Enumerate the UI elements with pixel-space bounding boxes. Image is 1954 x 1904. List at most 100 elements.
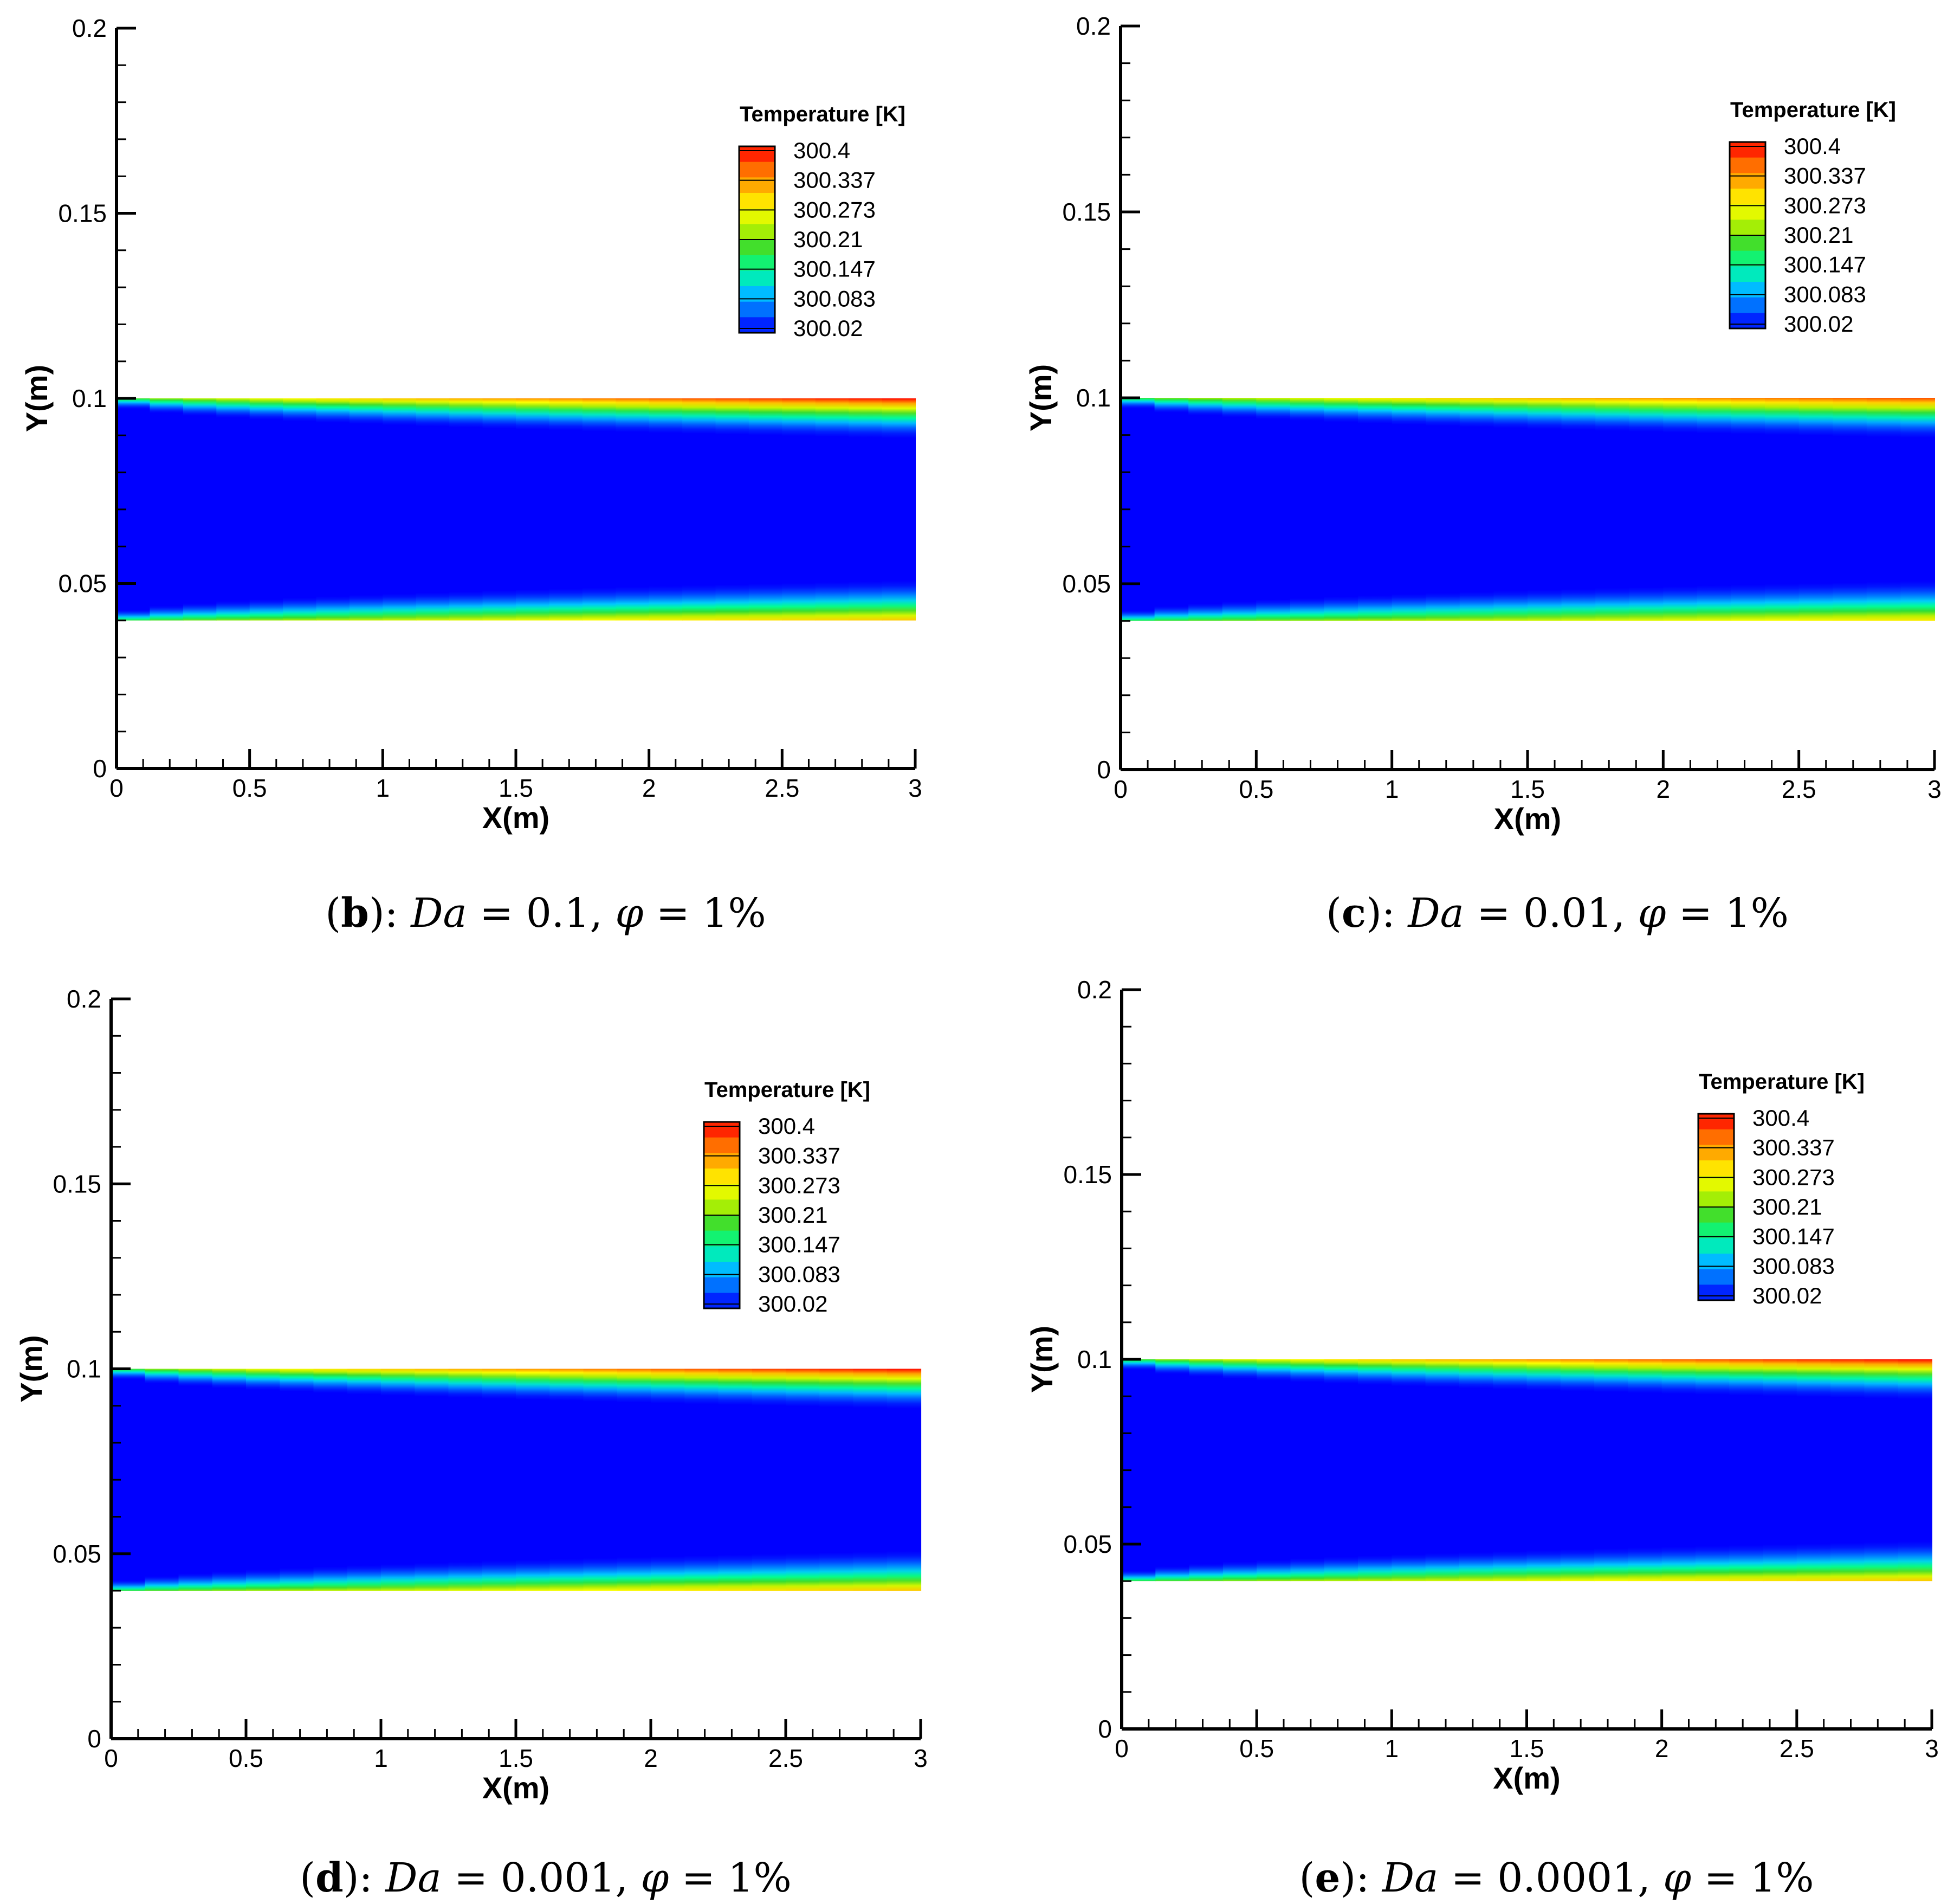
x-axis-title: X(m) bbox=[482, 1771, 549, 1805]
legend-color-band bbox=[1730, 266, 1765, 282]
legend: Temperature [K] 300.4 300.337 300.273 300.21… bbox=[703, 1078, 870, 1316]
field-column bbox=[1425, 1359, 1460, 1582]
panel-e: 0 0.5 1 1.5 2 2.5 3 0 0.05 0.1 0.15 0.2 X(m) Y(m) Temp… bbox=[1025, 976, 1939, 1901]
x-tick-label: 1 bbox=[1385, 1734, 1399, 1763]
legend-color-band bbox=[1730, 142, 1765, 158]
field-column bbox=[1189, 1359, 1224, 1582]
field-column bbox=[1358, 1359, 1393, 1582]
y-tick-label: 0.2 bbox=[1077, 976, 1112, 1004]
y-axis-title: Y(m) bbox=[1025, 1326, 1059, 1393]
legend-level-label: 300.273 bbox=[793, 197, 876, 222]
caption-da-label: Da bbox=[1407, 890, 1464, 937]
y-tick-label: 0.05 bbox=[1063, 1530, 1112, 1558]
field-column bbox=[216, 398, 250, 621]
legend-color-band bbox=[739, 162, 775, 178]
caption-panel-label: b bbox=[341, 890, 369, 937]
x-tick-label: 0.5 bbox=[1239, 775, 1273, 803]
legend-color-band bbox=[1698, 1129, 1734, 1146]
field-column bbox=[283, 398, 317, 621]
legend-title: Temperature [K] bbox=[704, 1078, 870, 1102]
legend-color-band bbox=[739, 193, 775, 209]
legend-level-label: 300.147 bbox=[793, 256, 876, 282]
y-tick-label: 0.15 bbox=[1063, 1160, 1112, 1189]
field-column bbox=[1898, 1359, 1932, 1582]
caption-da-value: 0.1 bbox=[526, 890, 590, 937]
y-tick-label: 0.2 bbox=[67, 985, 101, 1013]
x-tick-label: 2.5 bbox=[1780, 1734, 1814, 1763]
caption-punct: , bbox=[615, 1855, 640, 1901]
caption-phi-label: φ bbox=[1663, 1855, 1691, 1901]
caption-punct: ( bbox=[325, 890, 341, 937]
x-tick-label: 3 bbox=[1925, 1734, 1939, 1763]
legend-level-label: 300.147 bbox=[758, 1232, 840, 1257]
legend-color-band bbox=[704, 1169, 740, 1185]
legend-color-band bbox=[1698, 1114, 1734, 1130]
x-tick-label: 0.5 bbox=[1239, 1734, 1274, 1763]
legend-level-label: 300.21 bbox=[793, 227, 863, 252]
field-column bbox=[1560, 1359, 1595, 1582]
legend-color-band bbox=[704, 1199, 740, 1216]
x-tick-label: 1 bbox=[374, 1744, 388, 1772]
caption-punct: , bbox=[590, 890, 615, 937]
y-tick-label: 0.1 bbox=[72, 384, 107, 412]
legend-color-band bbox=[739, 240, 775, 256]
legend-level-label: 300.337 bbox=[793, 167, 876, 193]
field-column bbox=[183, 398, 217, 621]
legend-title: Temperature [K] bbox=[740, 102, 905, 126]
panel-caption: (c): Da = 0.01, φ = 1% bbox=[1326, 890, 1789, 937]
x-tick-label: 0 bbox=[109, 774, 124, 802]
legend-color-band bbox=[704, 1184, 740, 1201]
field-column bbox=[280, 1369, 314, 1591]
legend: Temperature [K] 300.4 300.337 300.273 300.21… bbox=[1697, 1070, 1865, 1308]
field-column bbox=[1697, 398, 1732, 621]
legend-level-label: 300.21 bbox=[758, 1202, 827, 1228]
legend-level-label: 300.273 bbox=[758, 1172, 840, 1198]
field-column bbox=[1324, 1359, 1359, 1582]
caption-panel-label: d bbox=[315, 1855, 344, 1901]
legend-color-band bbox=[1730, 235, 1765, 251]
field-column bbox=[1256, 398, 1291, 621]
field-column bbox=[1290, 1359, 1325, 1582]
field-column bbox=[1528, 398, 1562, 621]
field-column bbox=[381, 1369, 416, 1591]
legend-title: Temperature [K] bbox=[1699, 1070, 1865, 1094]
field-column bbox=[448, 1369, 483, 1591]
legend-level-label: 300.083 bbox=[1784, 281, 1866, 307]
field-column bbox=[316, 398, 350, 621]
x-axis-title: X(m) bbox=[1493, 1761, 1560, 1795]
field-column bbox=[1493, 398, 1528, 621]
legend-color-band bbox=[739, 286, 775, 302]
legend-color-band bbox=[1698, 1191, 1734, 1208]
caption-punct: ( bbox=[1326, 890, 1342, 937]
field-column bbox=[887, 1369, 922, 1591]
field-column bbox=[549, 1369, 584, 1591]
field-column bbox=[1661, 1359, 1696, 1582]
legend-level-label: 300.02 bbox=[758, 1291, 827, 1316]
field-column bbox=[853, 1369, 888, 1591]
field-column bbox=[482, 398, 516, 621]
field-column bbox=[145, 1369, 179, 1591]
field-column bbox=[1561, 398, 1596, 621]
field-column bbox=[212, 1369, 247, 1591]
x-axis-title: X(m) bbox=[482, 801, 549, 835]
caption-da-value: 0.001 bbox=[501, 1855, 616, 1901]
field-column bbox=[1155, 1359, 1190, 1582]
legend-color-band bbox=[1730, 157, 1765, 174]
field-column bbox=[616, 398, 650, 621]
caption-phi-label: φ bbox=[641, 1855, 669, 1901]
y-tick-label: 0.05 bbox=[53, 1540, 101, 1568]
field-column bbox=[1763, 1359, 1797, 1582]
field-column bbox=[415, 1369, 449, 1591]
caption-punct: ): bbox=[369, 890, 411, 937]
caption-punct: ): bbox=[1366, 890, 1408, 937]
field-column bbox=[582, 398, 617, 621]
x-tick-label: 0 bbox=[104, 1744, 118, 1772]
legend-color-band bbox=[739, 317, 775, 333]
field-column bbox=[1493, 1359, 1528, 1582]
legend-color-band bbox=[739, 255, 775, 272]
legend-level-label: 300.4 bbox=[1752, 1105, 1809, 1131]
caption-panel-label: e bbox=[1315, 1855, 1340, 1901]
field-column bbox=[1290, 398, 1325, 621]
field-column bbox=[1526, 1359, 1561, 1582]
legend-level-label: 300.147 bbox=[1784, 252, 1866, 277]
